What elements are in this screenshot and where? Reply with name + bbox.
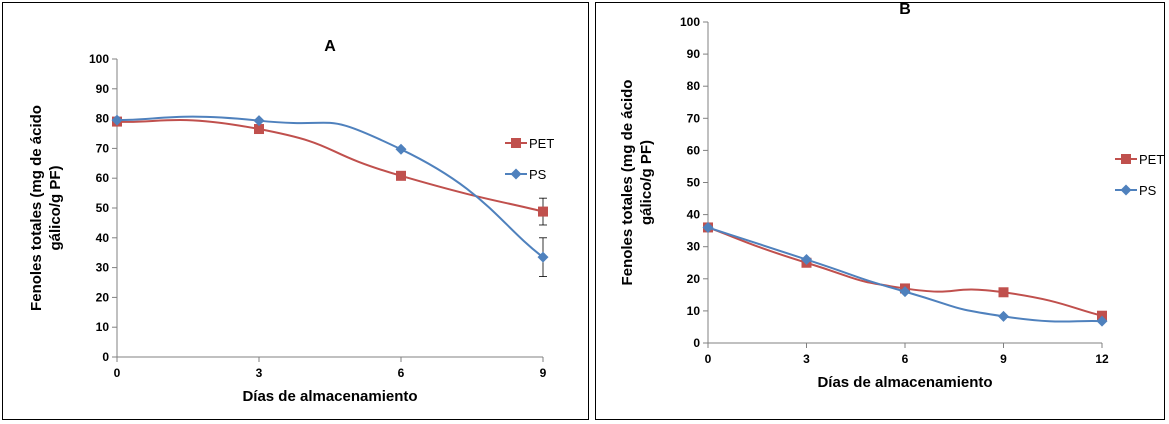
x-tick-label: 9 [1000,352,1007,366]
legend-marker-ps [1120,184,1132,196]
data-point-ps [395,143,407,155]
y-tick-label: 80 [687,79,701,93]
chart-a-svg: A 0 10 20 30 40 50 60 70 80 90 100 0 3 6 9 Días de almac… [28,38,554,405]
y-tick-label: 20 [96,290,110,304]
chart-panel-a: A 0 10 20 30 40 50 60 70 80 90 100 0 3 6 9 Días de almac… [2,2,589,420]
y-tick-label: 30 [96,261,110,275]
legend-marker-pet [511,138,521,148]
y-tick-label: 40 [96,231,110,245]
data-point-ps [537,251,549,263]
data-point-pet [998,287,1009,298]
data-point-ps [899,286,911,298]
y-tick-label: 50 [96,201,110,215]
y-tick-label: 0 [102,350,109,364]
data-point-ps [111,114,123,126]
data-point-ps [1096,315,1108,327]
data-point-pet [254,124,264,135]
x-axis-title: Días de almacenamiento [817,374,992,391]
legend-marker-pet [1121,154,1131,164]
legend-marker-ps [510,168,522,180]
y-tick-label: 90 [687,47,701,61]
series-line-pet [116,118,544,213]
chart-b-svg: B 0 10 20 30 40 50 60 70 80 90 100 0 3 6 9 12 Días de alm… [619,3,1164,391]
series-line-ps [116,115,544,258]
y-tick-label: 100 [680,15,700,29]
chart-panel-b: B 0 10 20 30 40 50 60 70 80 90 100 0 3 6 9 12 Días de alm… [595,2,1165,420]
x-tick-label: 3 [256,366,263,380]
y-tick-label: 60 [96,171,110,185]
y-axis-title-line1: Fenoles totales (mg de ácido [28,105,45,311]
x-tick-label: 0 [705,352,712,366]
x-tick-label: 6 [902,352,909,366]
series-line-ps [707,226,1103,323]
y-tick-label: 60 [687,143,701,157]
y-tick-label: 10 [687,304,701,318]
y-tick-label: 100 [89,52,109,66]
legend-label-ps: PS [1139,183,1157,198]
y-axis-title-line2: gálico/g PF) [638,140,655,225]
y-axis-title-line2: gálico/g PF) [47,165,64,250]
y-tick-label: 90 [96,82,110,96]
data-point-ps [801,254,812,266]
legend-label-pet: PET [1139,152,1164,167]
chart-title-b: B [899,3,911,18]
y-tick-label: 50 [687,176,701,190]
y-tick-label: 70 [96,141,110,155]
y-tick-label: 80 [96,112,110,126]
y-tick-label: 30 [687,240,701,254]
y-tick-label: 20 [687,272,701,286]
x-tick-label: 0 [114,366,121,380]
y-tick-label: 10 [96,320,110,334]
y-axis-title-line1: Fenoles totales (mg de ácido [619,80,636,286]
x-tick-label: 12 [1095,352,1109,366]
chart-title-a: A [324,38,336,55]
series-line-pet [707,226,1103,317]
x-tick-label: 6 [398,366,405,380]
y-tick-label: 70 [687,111,701,125]
x-tick-label: 3 [803,352,810,366]
y-tick-label: 0 [693,336,700,350]
y-tick-label: 40 [687,208,701,222]
x-axis-title: Días de almacenamiento [242,388,417,405]
data-point-pet [538,206,548,217]
data-point-pet [396,170,406,181]
legend-label-ps: PS [529,167,547,182]
data-point-ps [998,310,1009,322]
data-point-ps [702,221,714,233]
x-tick-label: 9 [540,366,547,380]
legend-label-pet: PET [529,136,554,151]
data-point-ps [253,115,265,127]
